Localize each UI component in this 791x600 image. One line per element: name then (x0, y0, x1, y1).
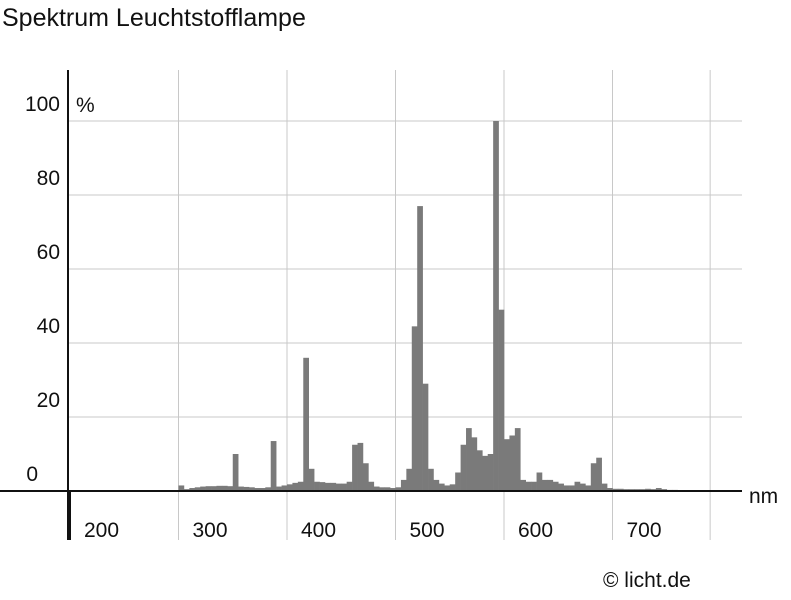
bar-405 (292, 483, 298, 491)
bar-640 (547, 480, 553, 491)
bar-435 (325, 483, 331, 491)
bar-665 (575, 482, 581, 491)
bar-425 (314, 482, 320, 491)
bar-580 (482, 456, 488, 491)
bar-385 (271, 441, 277, 491)
bar-650 (558, 484, 564, 491)
bar-565 (466, 428, 472, 491)
bar-625 (531, 482, 537, 491)
bar-415 (303, 358, 309, 491)
x-tick-label-500: 500 (410, 519, 445, 542)
credit-text: © licht.de (603, 568, 691, 594)
y-tick-label-0: 0 (26, 463, 38, 486)
y-tick-label-60: 60 (37, 241, 60, 264)
bar-585 (488, 454, 494, 491)
bar-530 (428, 469, 434, 491)
y-tick-label-20: 20 (37, 389, 60, 412)
bar-645 (553, 482, 559, 491)
bar-350 (233, 454, 239, 491)
bar-590 (493, 121, 499, 491)
bar-520 (417, 206, 423, 491)
bar-670 (580, 484, 586, 491)
bar-475 (368, 482, 374, 491)
bar-610 (515, 428, 521, 491)
bar-560 (461, 445, 467, 491)
bar-410 (298, 482, 304, 491)
bar-595 (499, 310, 505, 491)
bar-555 (455, 473, 461, 492)
x-tick-labels: 200 300 400 500 600 700 (84, 519, 662, 542)
grid-lines (68, 70, 742, 540)
bar-470 (363, 463, 369, 491)
bar-635 (542, 480, 548, 491)
bar-540 (439, 484, 445, 491)
bar-685 (596, 458, 602, 491)
y-tick-label-80: 80 (37, 167, 60, 190)
bar-420 (309, 469, 315, 491)
y-tick-label-40: 40 (37, 315, 60, 338)
bar-series (179, 121, 678, 491)
bar-630 (537, 473, 543, 492)
x-tick-label-400: 400 (301, 519, 336, 542)
axes (0, 70, 742, 540)
bar-450 (341, 484, 347, 491)
bar-690 (602, 484, 608, 491)
bar-600 (504, 439, 510, 491)
bar-680 (591, 463, 597, 491)
bar-605 (509, 436, 515, 492)
bar-465 (358, 443, 364, 491)
bar-615 (520, 480, 526, 491)
bar-515 (412, 326, 418, 491)
x-tick-label-300: 300 (193, 519, 228, 542)
x-tick-label-700: 700 (627, 519, 662, 542)
bar-510 (406, 469, 412, 491)
bar-460 (352, 445, 358, 491)
bar-440 (330, 483, 336, 491)
bar-445 (336, 484, 342, 491)
bar-525 (423, 384, 429, 491)
bar-430 (320, 482, 326, 491)
x-tick-label-200: 200 (84, 519, 119, 542)
y-axis-unit-label: % (76, 94, 95, 117)
y-tick-labels: 0 20 40 60 80 100 (25, 93, 60, 486)
bar-570 (471, 437, 477, 491)
bar-535 (433, 480, 439, 491)
x-tick-label-600: 600 (518, 519, 553, 542)
bar-505 (401, 480, 407, 491)
bar-575 (477, 450, 483, 491)
x-axis-unit-label: nm (749, 485, 778, 508)
y-tick-label-100: 100 (25, 93, 60, 116)
bar-455 (347, 482, 353, 491)
bar-620 (526, 482, 532, 491)
